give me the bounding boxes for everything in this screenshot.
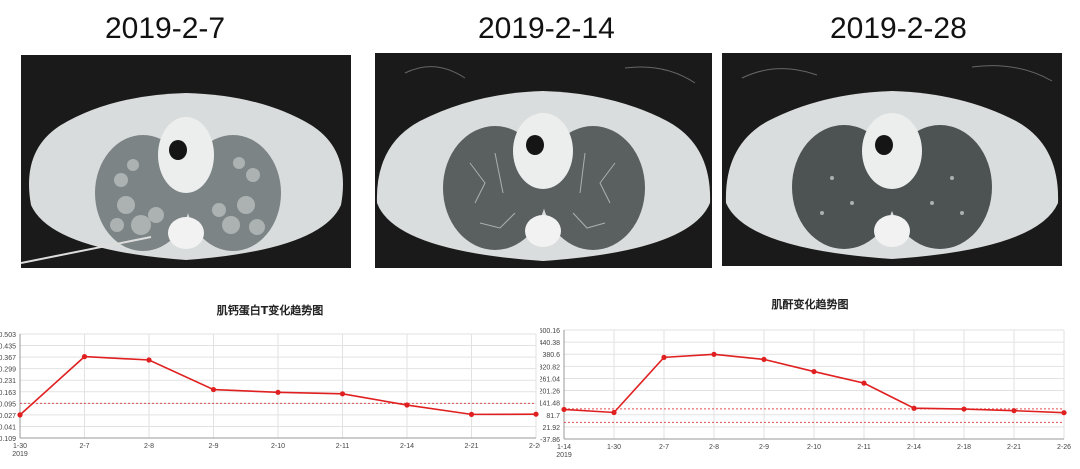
data-point	[811, 368, 817, 375]
y-tick-label: 0.095	[0, 401, 16, 408]
data-point	[911, 405, 917, 411]
y-tick-label: 0.231	[0, 378, 16, 385]
x-tick-label: 2-26	[1057, 444, 1071, 451]
scan-date-1: 2019-2-7	[105, 12, 226, 45]
y-tick-label: 500.16	[540, 328, 560, 335]
x-tick-label: 2-11	[857, 444, 871, 451]
data-point	[961, 406, 967, 412]
data-point	[468, 411, 475, 417]
y-tick-label: 21.92	[542, 425, 560, 432]
troponin-line-chart: 0.503 0.435 0.367 0.299 0.231 0.163 0.095 0.027…	[0, 332, 543, 458]
x-tick-label: 2-26	[529, 443, 540, 450]
y-tick-label: 201.26	[540, 389, 560, 396]
y-tick-label: 440.38	[540, 340, 560, 347]
y-tick-label: 0.503	[0, 332, 16, 339]
creatinine-line-chart: 500.16 440.38 380.6 320.82 261.04 201.26 141.4…	[539, 328, 1072, 459]
ct-scan-image-1	[21, 55, 351, 268]
ct-scan-image-3	[722, 53, 1062, 266]
x-tick-label: 2-18	[957, 444, 971, 451]
x-year-label: 2019	[12, 451, 28, 458]
scan-date-2: 2019-2-14	[478, 12, 615, 45]
x-tick-label: 2-8	[144, 443, 154, 450]
data-point	[611, 409, 617, 416]
y-tick-label: 81.7	[546, 413, 560, 420]
y-tick-label: 0.163	[0, 390, 16, 397]
y-tick-label: 261.04	[540, 376, 560, 383]
x-tick-label: 1-14	[557, 444, 571, 451]
data-point	[275, 389, 281, 395]
data-point	[711, 351, 717, 357]
data-point	[17, 412, 23, 418]
data-point	[1061, 410, 1067, 416]
x-tick-label: 2-8	[709, 444, 719, 451]
x-tick-label: 2-7	[79, 443, 89, 450]
data-point	[146, 357, 152, 363]
y-tick-label: 320.82	[540, 364, 560, 371]
y-tick-label: 141.48	[540, 401, 560, 408]
data-point	[561, 406, 567, 413]
creatinine-chart: 肌酐变化趋势图 500.16 440.38 380.6 320.82 261.04 201…	[539, 292, 1080, 464]
data-point	[1011, 408, 1017, 414]
x-tick-label: 1-30	[607, 444, 621, 451]
x-tick-label: 2-9	[759, 444, 769, 451]
y-tick-label: 0.367	[0, 355, 16, 362]
data-point	[861, 380, 867, 386]
chart-title: 肌钙蛋白T变化趋势图	[216, 304, 324, 317]
y-tick-label: 0.435	[0, 344, 16, 351]
data-point	[210, 386, 217, 393]
chart-title: 肌酐变化趋势图	[771, 298, 849, 311]
y-tick-label: -0.041	[0, 424, 16, 431]
y-tick-label: -37.86	[540, 437, 560, 444]
x-tick-label: 1-30	[13, 443, 27, 450]
x-year-label: 2019	[556, 452, 572, 459]
data-point	[404, 402, 410, 408]
y-tick-label: 380.6	[542, 352, 560, 359]
y-tick-label: 0.299	[0, 367, 16, 374]
troponin-chart: 肌钙蛋白T变化趋势图 0.503 0.435 0.367 0.299 0.231 0.16…	[0, 298, 543, 464]
data-point	[81, 354, 88, 360]
x-tick-label: 2-14	[400, 443, 414, 450]
x-tick-label: 2-10	[807, 444, 821, 451]
x-tick-label: 2-7	[659, 444, 669, 451]
x-tick-label: 2-21	[1007, 444, 1021, 451]
y-tick-label: -0.109	[0, 436, 16, 443]
x-tick-label: 2-10	[271, 443, 285, 450]
y-tick-label: 0.027	[0, 413, 16, 420]
scan-date-3: 2019-2-28	[830, 12, 967, 45]
data-point	[339, 391, 346, 397]
x-tick-label: 2-11	[336, 443, 350, 450]
data-point	[533, 411, 539, 417]
x-tick-label: 2-9	[208, 443, 218, 450]
x-tick-label: 2-21	[464, 443, 478, 450]
x-tick-label: 2-14	[907, 444, 921, 451]
data-point	[661, 354, 667, 360]
data-point	[761, 356, 767, 363]
ct-scan-image-2	[375, 53, 712, 268]
